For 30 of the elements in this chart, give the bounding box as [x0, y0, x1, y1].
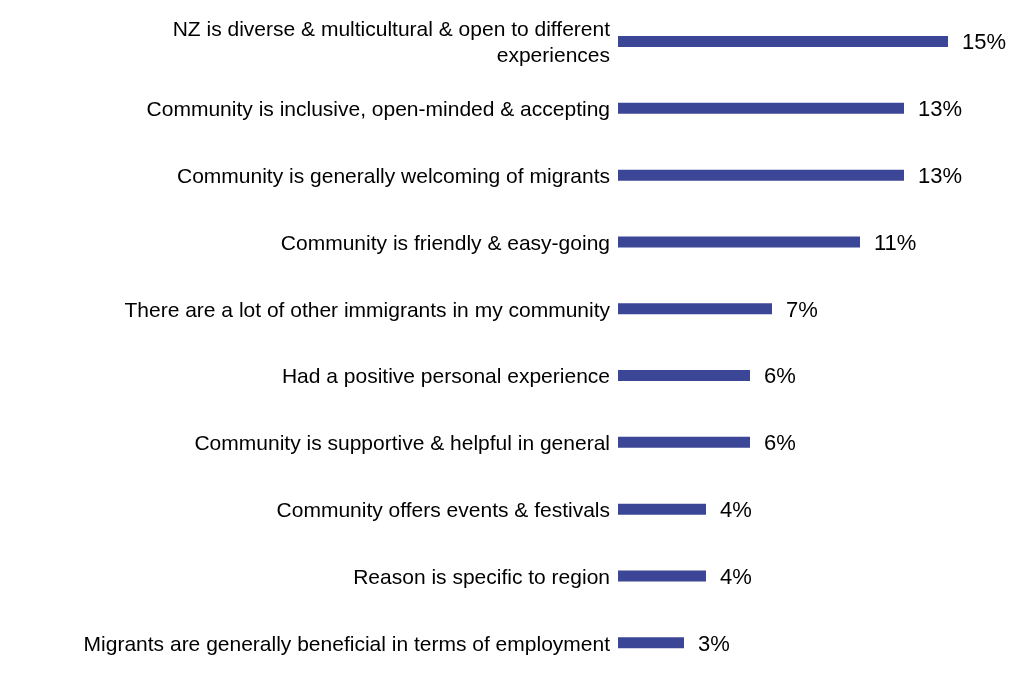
y-tick-label: Community offers events & festivals: [276, 497, 610, 521]
bar: [618, 637, 684, 649]
y-tick-label: Migrants are generally beneficial in terms of employment: [83, 631, 611, 655]
bar: [618, 102, 904, 114]
bar: [618, 169, 904, 181]
bar: [618, 303, 772, 315]
data-label: 13%: [918, 96, 963, 122]
bar: [618, 503, 706, 515]
y-tick-label: Had a positive personal experience: [281, 363, 610, 387]
bar: [618, 570, 706, 582]
bar: [618, 436, 750, 448]
data-label: 6%: [764, 430, 796, 456]
bar: [618, 36, 948, 48]
y-tick-label: Reason is specific to region: [353, 564, 610, 588]
y-tick-label: Community is supportive & helpful in general: [194, 430, 610, 454]
data-label: 6%: [764, 363, 796, 389]
data-label: 4%: [720, 563, 752, 589]
data-label: 3%: [698, 630, 730, 656]
bar: [618, 370, 750, 382]
bar: [618, 236, 860, 248]
y-tick-label: Community is inclusive, open-minded & accepting: [146, 96, 610, 120]
data-label: 15%: [962, 29, 1007, 55]
y-tick-label: Community is generally welcoming of migrants: [177, 163, 610, 187]
y-tick-label: Community is friendly & easy-going: [280, 230, 610, 254]
y-tick-label: NZ is diverse & multicultural & open to different experiences: [172, 16, 611, 66]
data-label: 13%: [918, 162, 963, 188]
data-label: 11%: [874, 229, 917, 255]
data-label: 4%: [720, 496, 752, 522]
data-label: 7%: [786, 296, 818, 322]
y-tick-label: There are a lot of other immigrants in my community: [124, 297, 611, 321]
